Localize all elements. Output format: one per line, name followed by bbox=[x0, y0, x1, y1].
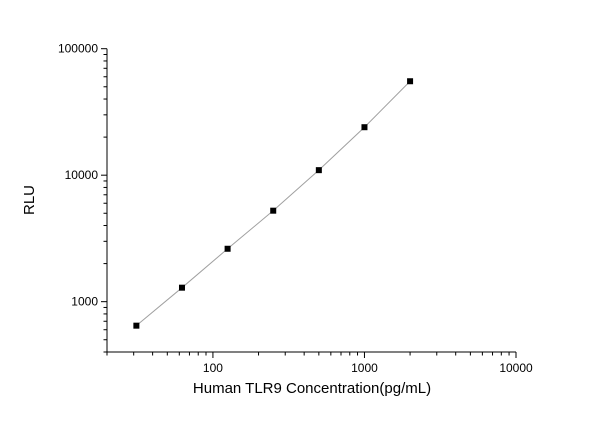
marks bbox=[133, 78, 414, 329]
data-point bbox=[361, 124, 368, 131]
data-point bbox=[133, 322, 140, 329]
y-tick-label: 1000 bbox=[71, 295, 98, 309]
x-tick-label: 1000 bbox=[351, 361, 378, 375]
data-point bbox=[270, 207, 277, 214]
x-tick-label: 100 bbox=[203, 361, 223, 375]
data-point bbox=[178, 284, 185, 291]
data-point bbox=[315, 167, 322, 174]
data-point bbox=[224, 245, 231, 252]
y-tick-label: 10000 bbox=[65, 168, 99, 182]
y-tick-label: 100000 bbox=[58, 42, 98, 56]
y-axis-title: RLU bbox=[21, 185, 38, 215]
x-axis-title: Human TLR9 Concentration(pg/mL) bbox=[193, 380, 431, 397]
data-point bbox=[407, 78, 414, 85]
fit-line bbox=[136, 80, 411, 327]
axes: 100 1000 10000 1000 10000 100000 bbox=[58, 42, 533, 375]
x-tick-label: 10000 bbox=[499, 361, 533, 375]
